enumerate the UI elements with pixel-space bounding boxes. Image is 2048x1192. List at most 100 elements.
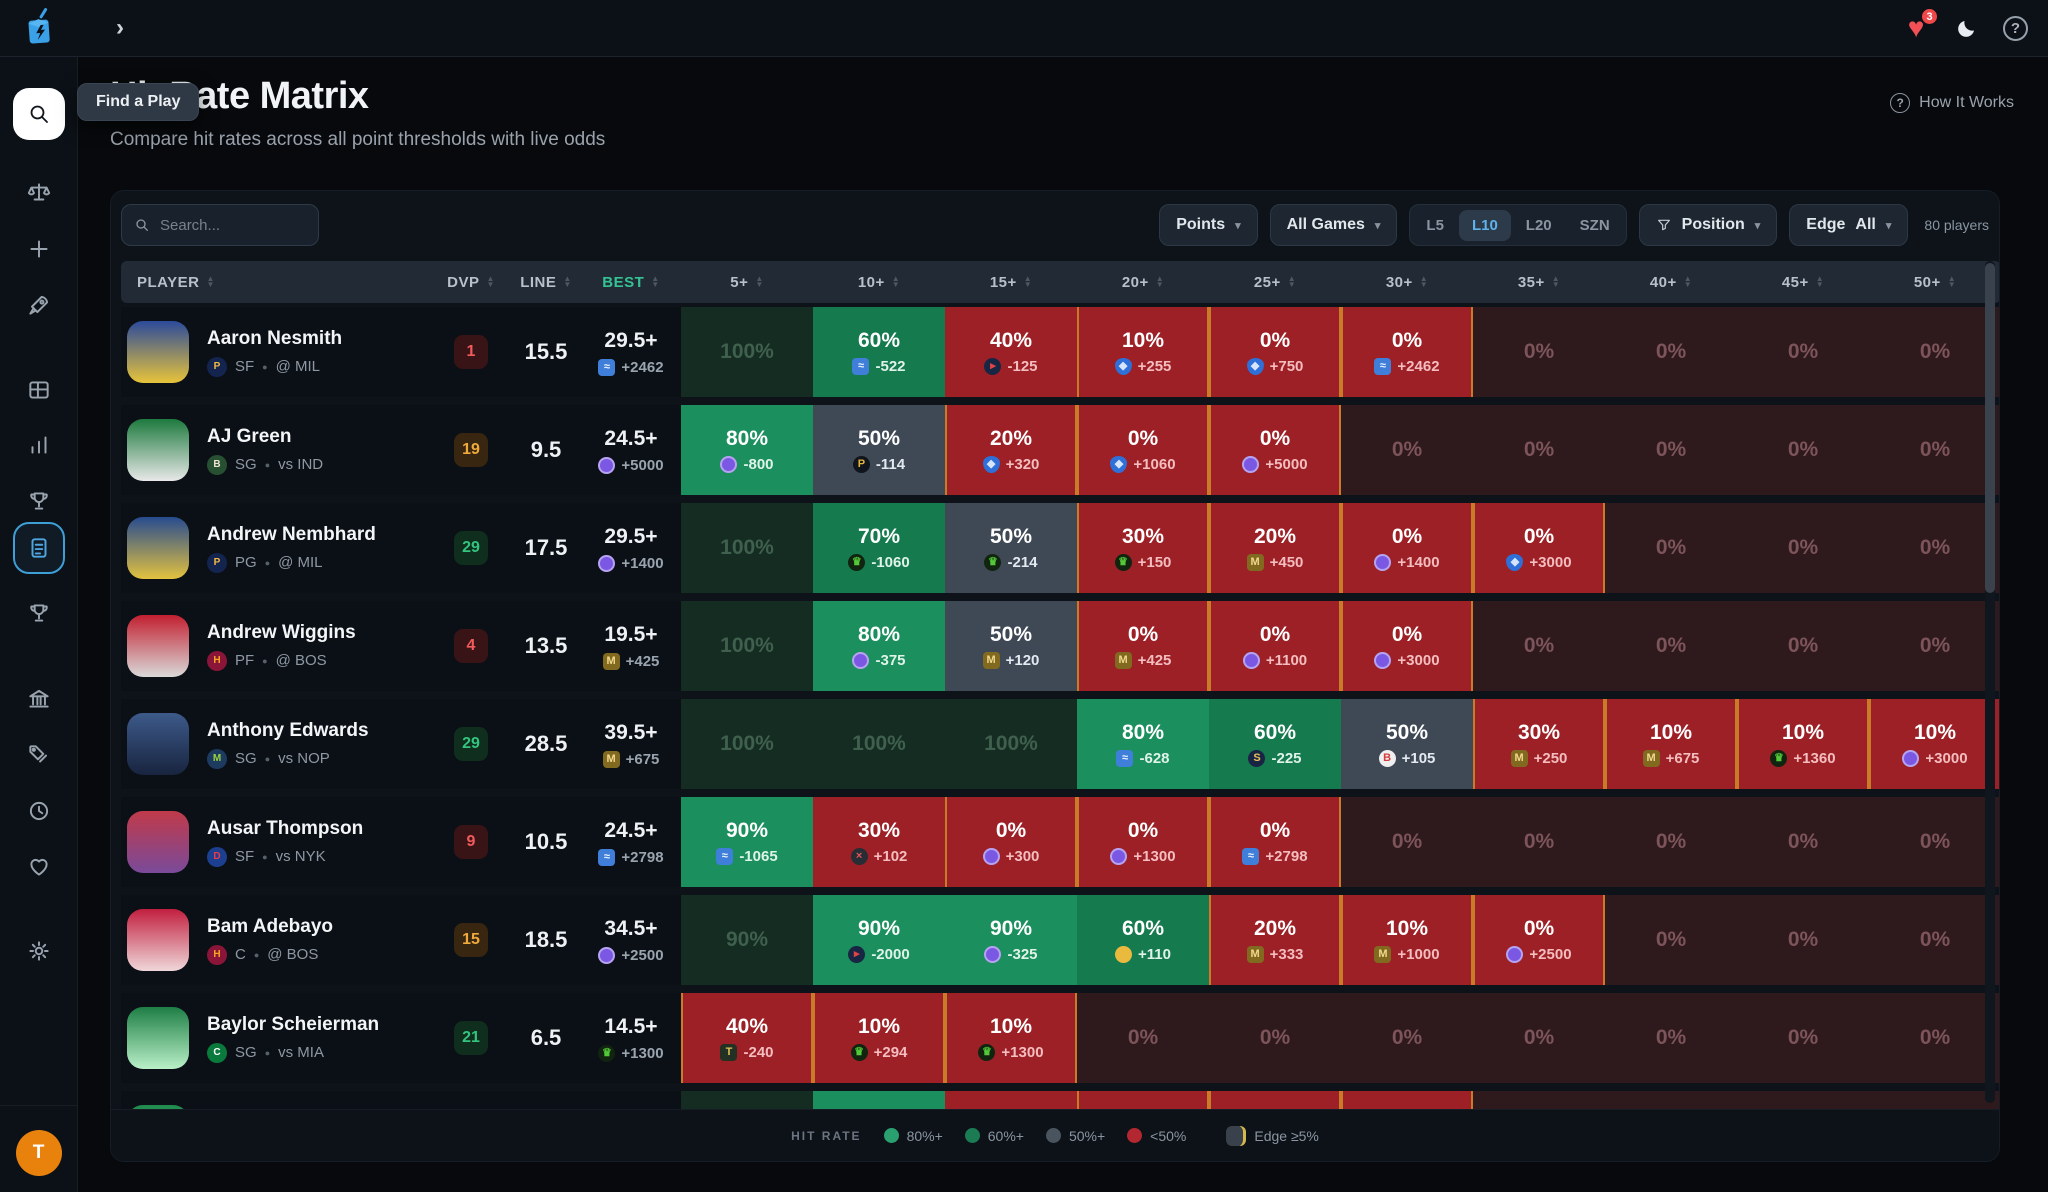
matrix-cell-5+[interactable]: 90% ≈ -1065	[681, 797, 813, 887]
matrix-cell-20+[interactable]: 80% ≈ -628	[1077, 699, 1209, 789]
window-option-l5[interactable]: L5	[1426, 216, 1444, 234]
position-dropdown[interactable]: Position ▾	[1638, 204, 1778, 246]
matrix-cell-10+[interactable]: 10% ♛ +294	[813, 993, 945, 1083]
sidebar-item-board[interactable]	[17, 368, 61, 412]
column-header-15+[interactable]: 15+ ▲ ▼	[989, 273, 1033, 291]
stat-type-dropdown[interactable]: Points ▾	[1159, 204, 1258, 246]
matrix-cell-5+[interactable]: 100%	[681, 307, 813, 397]
column-header-35+[interactable]: 35+ ▲ ▼	[1517, 273, 1561, 291]
column-header-dvp[interactable]: DVP ▲ ▼	[447, 273, 495, 291]
matrix-cell-50+[interactable]: 0%	[1869, 601, 1999, 691]
best-cell[interactable]: 19.5+ M +425	[581, 601, 681, 691]
matrix-cell-45+[interactable]: 0%	[1737, 503, 1869, 593]
matrix-cell-50+[interactable]: 0%	[1869, 405, 1999, 495]
best-cell[interactable]: 39.5+ M +675	[581, 699, 681, 789]
search-input[interactable]	[121, 204, 319, 246]
matrix-cell-15+[interactable]: 50% M +120	[945, 601, 1077, 691]
matrix-cell-30+[interactable]: 0%	[1341, 797, 1473, 887]
column-header-30+[interactable]: 30+ ▲ ▼	[1385, 273, 1429, 291]
best-cell[interactable]: 29.5+ ≈ +2462	[581, 307, 681, 397]
best-cell[interactable]: 24.5+ +5000	[581, 405, 681, 495]
matrix-cell-25+[interactable]: 0%	[1209, 993, 1341, 1083]
vertical-scrollbar[interactable]	[1985, 261, 1995, 1103]
column-header-player[interactable]: PLAYER ▲ ▼	[137, 273, 215, 291]
best-cell[interactable]: 29.5+ +1400	[581, 503, 681, 593]
matrix-cell-10+[interactable]: 90% ▸ -2000	[813, 895, 945, 985]
matrix-cell-20+[interactable]: 0% +1300	[1077, 797, 1209, 887]
column-header-40+[interactable]: 40+ ▲ ▼	[1649, 273, 1693, 291]
best-cell[interactable]: 24.5+ ≈ +2798	[581, 797, 681, 887]
column-header-5+[interactable]: 5+ ▲ ▼	[730, 273, 764, 291]
matrix-cell-20+[interactable]	[1077, 1091, 1209, 1109]
matrix-cell-35+[interactable]: 0%	[1473, 405, 1605, 495]
matrix-cell-15+[interactable]	[945, 1091, 1077, 1109]
matrix-cell-45+[interactable]: 10% ♛ +1360	[1737, 699, 1869, 789]
sidebar-item-create[interactable]	[17, 227, 61, 271]
window-option-l20[interactable]: L20	[1525, 216, 1552, 234]
matrix-cell-5+[interactable]: 100%	[681, 699, 813, 789]
best-cell[interactable]: 34.5+ +2500	[581, 895, 681, 985]
matrix-cell-25+[interactable]: 0% +1100	[1209, 601, 1341, 691]
column-header-45+[interactable]: 45+ ▲ ▼	[1781, 273, 1825, 291]
matrix-cell-35+[interactable]: 0% +2500	[1473, 895, 1605, 985]
matrix-cell-50+[interactable]: 0%	[1869, 993, 1999, 1083]
matrix-cell-40+[interactable]: 0%	[1605, 601, 1737, 691]
matrix-cell-45+[interactable]: 0%	[1737, 405, 1869, 495]
column-header-20+[interactable]: 20+ ▲ ▼	[1121, 273, 1165, 291]
matrix-cell-45+[interactable]: 0%	[1737, 993, 1869, 1083]
matrix-cell-5+[interactable]: 90%	[681, 895, 813, 985]
best-cell[interactable]	[581, 1091, 681, 1109]
sidebar-item-compare[interactable]	[17, 171, 61, 215]
matrix-cell-20+[interactable]: 0% ◆ +1060	[1077, 405, 1209, 495]
matrix-cell-25+[interactable]: 0% ◆ +750	[1209, 307, 1341, 397]
matrix-cell-35+[interactable]: 0% ◆ +3000	[1473, 503, 1605, 593]
matrix-cell-45+[interactable]	[1737, 1091, 1869, 1109]
matrix-cell-5+[interactable]: 40% T -240	[681, 993, 813, 1083]
matrix-cell-50+[interactable]	[1869, 1091, 1999, 1109]
matrix-cell-30+[interactable]: 50% B +105	[1341, 699, 1473, 789]
matrix-cell-15+[interactable]: 40% ▸ -125	[945, 307, 1077, 397]
matrix-cell-30+[interactable]: 0% +1400	[1341, 503, 1473, 593]
column-header-line[interactable]: LINE ▲ ▼	[520, 273, 572, 291]
matrix-cell-50+[interactable]: 10% +3000	[1869, 699, 1999, 789]
matrix-cell-30+[interactable]: 0%	[1341, 405, 1473, 495]
matrix-cell-25+[interactable]: 20% M +450	[1209, 503, 1341, 593]
edge-dropdown[interactable]: Edge All ▾	[1789, 204, 1909, 246]
matrix-cell-50+[interactable]: 0%	[1869, 503, 1999, 593]
matrix-cell-15+[interactable]: 0% +300	[945, 797, 1077, 887]
favorites-button[interactable]: ♥ 3	[1901, 7, 1939, 43]
best-cell[interactable]: 14.5+ ♛ +1300	[581, 993, 681, 1083]
matrix-cell-25+[interactable]: 0% +5000	[1209, 405, 1341, 495]
matrix-cell-35+[interactable]: 30% M +250	[1473, 699, 1605, 789]
table-row[interactable]	[121, 1091, 1999, 1109]
matrix-cell-35+[interactable]: 0%	[1473, 797, 1605, 887]
matrix-cell-5+[interactable]: 100%	[681, 503, 813, 593]
user-avatar[interactable]: T	[15, 1130, 62, 1176]
window-option-l10[interactable]: L10	[1458, 209, 1511, 241]
sidebar-item-stats[interactable]	[17, 423, 61, 467]
matrix-cell-10+[interactable]: 60% ≈ -522	[813, 307, 945, 397]
matrix-cell-15+[interactable]: 50% ♛ -214	[945, 503, 1077, 593]
column-header-10+[interactable]: 10+ ▲ ▼	[857, 273, 901, 291]
matrix-cell-10+[interactable]: 30% × +102	[813, 797, 945, 887]
matrix-cell-25+[interactable]: 60% S -225	[1209, 699, 1341, 789]
matrix-cell-30+[interactable]: 0%	[1341, 993, 1473, 1083]
matrix-cell-35+[interactable]: 0%	[1473, 993, 1605, 1083]
matrix-cell-50+[interactable]: 0%	[1869, 797, 1999, 887]
matrix-cell-20+[interactable]: 60% +110	[1077, 895, 1209, 985]
matrix-cell-10+[interactable]: 100%	[813, 699, 945, 789]
matrix-cell-20+[interactable]: 30% ♛ +150	[1077, 503, 1209, 593]
matrix-cell-40+[interactable]	[1605, 1091, 1737, 1109]
matrix-cell-40+[interactable]: 0%	[1605, 405, 1737, 495]
matrix-cell-15+[interactable]: 20% ◆ +320	[945, 405, 1077, 495]
matrix-cell-15+[interactable]: 90% -325	[945, 895, 1077, 985]
matrix-cell-25+[interactable]: 20% M +333	[1209, 895, 1341, 985]
matrix-cell-50+[interactable]: 0%	[1869, 895, 1999, 985]
column-header-best[interactable]: BEST ▲ ▼	[602, 273, 660, 291]
column-header-50+[interactable]: 50+ ▲ ▼	[1913, 273, 1957, 291]
sidebar-item-contests[interactable]	[17, 479, 61, 523]
matrix-cell-20+[interactable]: 0% M +425	[1077, 601, 1209, 691]
table-row[interactable]: Anthony Edwards M SG ● vs NOP 29 28.5 39.5+ M +67…	[121, 699, 1999, 789]
window-option-szn[interactable]: SZN	[1579, 216, 1610, 234]
matrix-cell-30+[interactable]: 10% M +1000	[1341, 895, 1473, 985]
